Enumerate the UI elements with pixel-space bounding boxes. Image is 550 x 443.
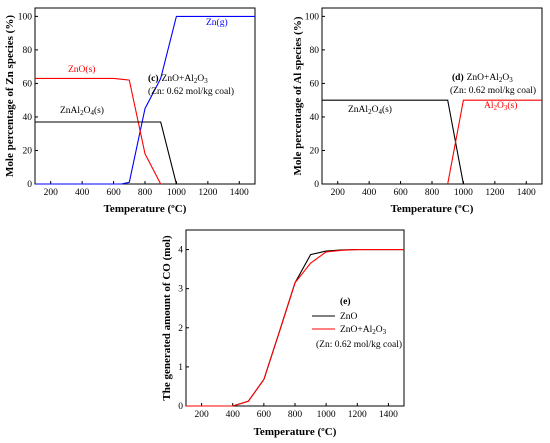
plot-frame (321, 7, 543, 185)
series-line-zno-s (35, 77, 162, 185)
y-tick-label: 20 (310, 146, 320, 156)
y-tick-label: 1 (178, 363, 183, 373)
y-tick-label: 60 (23, 79, 33, 89)
panel-c-zn-species-chart: 200 400 600 800 1000 1200 1400 0 20 40 60 80 100 Te… (4, 7, 256, 215)
panel-c-condition: (Zn: 0.62 mol/kg coal) (148, 86, 234, 97)
label-znal2o4-s: ZnAl2O4(s) (60, 105, 104, 117)
y-axis-label: Mole percentage of Zn species (%) (4, 15, 16, 177)
y-axis-ticks: 0 1 2 3 4 (178, 246, 189, 412)
x-tick-label: 1000 (167, 188, 186, 198)
panel-c-title: (c) ZnO+Al2O3 (148, 73, 208, 85)
panel-e-co-amount-chart: 200 400 600 800 1000 1200 1400 0 1 2 3 4 Temperatu… (161, 229, 405, 438)
legend-label-zno: ZnO (340, 312, 358, 322)
y-tick-label: 80 (23, 46, 33, 56)
y-tick-label: 40 (310, 113, 320, 123)
series-line-zno-al2o3 (186, 249, 404, 407)
y-tick-label: 60 (310, 79, 320, 89)
label-al2o3-s: Al2O3(s) (484, 100, 517, 112)
panel-label: (c) (148, 73, 159, 84)
label-zno-s: ZnO(s) (68, 64, 95, 75)
y-axis-ticks: 0 20 40 60 80 100 (305, 12, 325, 190)
x-axis-label: Temperature (ºC) (254, 426, 337, 438)
x-tick-label: 200 (331, 188, 346, 198)
x-tick-label: 600 (393, 188, 408, 198)
legend: ZnO ZnO+Al2O3 (Zn: 0.62 mol/kg coal) (312, 312, 402, 350)
panel-d-al-species-chart: 200 400 600 800 1000 1200 1400 0 20 40 60 80 100 Te… (292, 7, 543, 215)
x-tick-label: 1400 (379, 410, 398, 420)
x-tick-label: 400 (75, 188, 90, 198)
x-tick-label: 800 (288, 410, 303, 420)
panel-label: (e) (340, 296, 351, 307)
y-tick-label: 2 (178, 324, 183, 334)
x-tick-label: 400 (362, 188, 377, 198)
panel-d-title: (d) ZnO+Al2O3 (452, 72, 513, 84)
y-axis-label: Mole percentage of Al species (%) (292, 16, 304, 175)
panel-label: (d) (452, 72, 464, 83)
panel-d-condition: (Zn: 0.62 mol/kg coal) (450, 85, 536, 96)
series-line-al2o3-s (447, 99, 542, 185)
label-znal2o4-s: ZnAl2O4(s) (348, 104, 392, 116)
x-axis-label: Temperature (ºC) (391, 203, 474, 215)
y-tick-label: 0 (27, 180, 32, 190)
x-tick-label: 1200 (485, 188, 504, 198)
y-tick-label: 100 (18, 12, 33, 22)
y-tick-label: 0 (314, 180, 319, 190)
series-group (186, 249, 404, 407)
series-line-znal2o4-s (322, 99, 464, 185)
legend-label-zno-al2o3: ZnO+Al2O3 (340, 325, 387, 336)
x-tick-label: 1000 (317, 410, 336, 420)
y-tick-label: 3 (178, 285, 183, 295)
x-tick-label: 1400 (517, 188, 536, 198)
series-line-znal2o4-s (35, 121, 177, 185)
panel-e-condition: (Zn: 0.62 mol/kg coal) (316, 339, 402, 350)
y-axis-label: The generated amount of CO (mol) (161, 235, 173, 401)
y-tick-label: 0 (178, 402, 183, 412)
x-tick-label: 800 (425, 188, 440, 198)
x-tick-label: 200 (44, 188, 59, 198)
x-tick-label: 400 (226, 410, 241, 420)
x-tick-label: 200 (194, 410, 209, 420)
series-group (322, 99, 542, 185)
x-tick-label: 600 (257, 410, 272, 420)
y-tick-label: 100 (305, 12, 320, 22)
y-tick-label: 40 (23, 113, 33, 123)
series-group (35, 15, 255, 185)
x-tick-label: 1200 (198, 188, 217, 198)
y-tick-label: 20 (23, 146, 33, 156)
x-tick-label: 1400 (230, 188, 249, 198)
plot-frame (185, 229, 405, 407)
label-zn-g: Zn(g) (206, 17, 228, 28)
y-tick-label: 80 (310, 46, 320, 56)
x-tick-label: 800 (138, 188, 153, 198)
x-axis-ticks: 200 400 600 800 1000 1200 1400 (194, 403, 398, 420)
series-line-zn-g (35, 15, 255, 185)
x-tick-label: 1200 (348, 410, 367, 420)
x-tick-label: 1000 (454, 188, 473, 198)
x-axis-ticks: 200 400 600 800 1000 1200 1400 (44, 181, 249, 198)
y-tick-label: 4 (178, 246, 183, 256)
x-tick-label: 600 (106, 188, 121, 198)
x-axis-label: Temperature (ºC) (104, 203, 187, 215)
